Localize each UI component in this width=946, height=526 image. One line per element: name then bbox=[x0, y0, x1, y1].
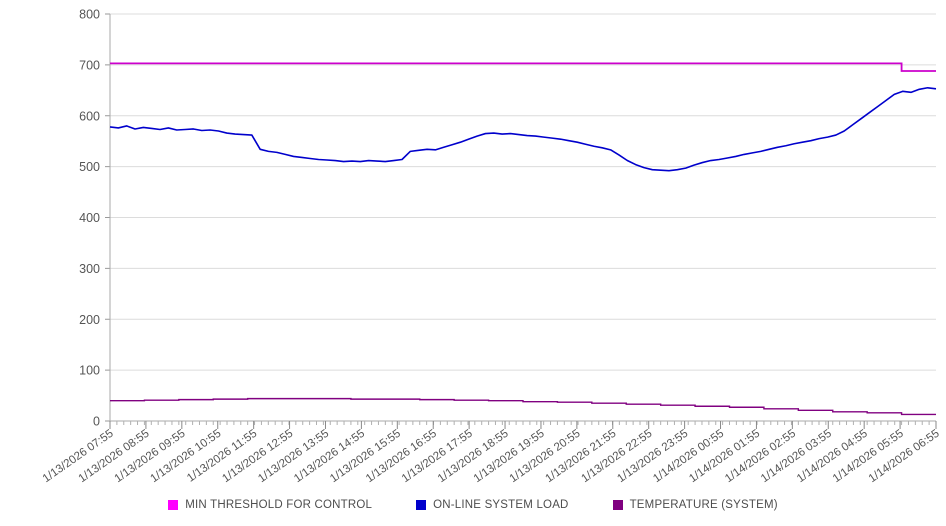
chart-legend: MIN THRESHOLD FOR CONTROL ON-LINE SYSTEM… bbox=[0, 494, 946, 516]
ytick-label: 400 bbox=[79, 211, 100, 225]
ytick-label: 0 bbox=[93, 415, 100, 429]
legend-item-on-line-system-load[interactable]: ON-LINE SYSTEM LOAD bbox=[416, 499, 568, 511]
series-line-min-threshold-for-control bbox=[110, 62, 936, 72]
ytick-label: 300 bbox=[79, 262, 100, 276]
legend-swatch-min-threshold-for-control bbox=[168, 500, 179, 510]
legend-item-min-threshold-for-control[interactable]: MIN THRESHOLD FOR CONTROL bbox=[168, 499, 372, 511]
ytick-label: 700 bbox=[79, 58, 100, 72]
legend-label-temperature-system: TEMPERATURE (SYSTEM) bbox=[629, 499, 778, 511]
legend-label-on-line-system-load: ON-LINE SYSTEM LOAD bbox=[433, 499, 569, 511]
legend-swatch-on-line-system-load bbox=[416, 500, 427, 510]
ytick-label: 600 bbox=[79, 109, 100, 123]
legend-label-min-threshold-for-control: MIN THRESHOLD FOR CONTROL bbox=[185, 499, 373, 511]
ytick-label: 500 bbox=[79, 160, 100, 174]
ytick-label: 800 bbox=[79, 8, 100, 22]
ytick-label: 100 bbox=[79, 364, 100, 378]
series-line-temperature-system bbox=[110, 397, 936, 416]
series-line-on-line-system-load bbox=[109, 86, 937, 172]
ytick-label: 200 bbox=[79, 313, 100, 327]
legend-item-temperature-system[interactable]: TEMPERATURE (SYSTEM) bbox=[612, 499, 778, 511]
legend-swatch-temperature-system bbox=[612, 500, 623, 510]
